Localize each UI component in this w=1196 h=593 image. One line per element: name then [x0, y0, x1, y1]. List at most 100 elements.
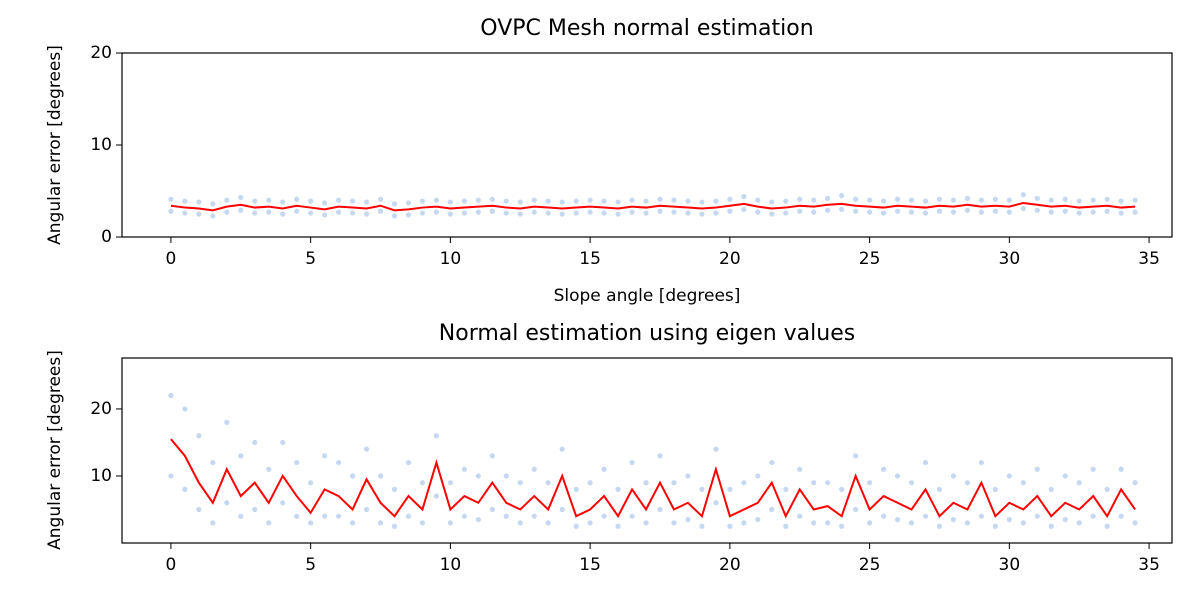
- scatter-point: [713, 446, 719, 452]
- scatter-point: [308, 198, 314, 204]
- scatter-point: [978, 209, 984, 215]
- scatter-point: [615, 211, 621, 217]
- y-axis-label: Angular error [degrees]: [45, 350, 65, 550]
- scatter-point: [335, 459, 342, 466]
- scatter-point: [475, 209, 481, 215]
- scatter-point: [545, 480, 551, 486]
- scatter-point: [1104, 196, 1110, 202]
- scatter-point: [811, 209, 817, 215]
- scatter-point: [517, 199, 523, 205]
- scatter-point: [210, 201, 216, 207]
- scatter-point: [880, 466, 887, 472]
- scatter-point: [308, 520, 314, 526]
- scatter-point: [447, 480, 453, 486]
- scatter-point: [867, 197, 873, 203]
- scatter-point: [685, 516, 691, 523]
- scatter-point: [503, 473, 509, 479]
- scatter-point: [266, 197, 272, 203]
- scatter-point: [867, 209, 873, 215]
- scatter-point: [587, 197, 593, 203]
- scatter-point: [294, 196, 300, 202]
- scatter-point: [769, 459, 775, 466]
- scatter-point: [405, 459, 412, 466]
- scatter-point: [224, 500, 230, 506]
- scatter-point: [867, 520, 873, 526]
- scatter-point: [196, 506, 202, 513]
- y-tick-label: 10: [90, 466, 112, 486]
- scatter-point: [741, 193, 747, 200]
- scatter-point: [1118, 513, 1124, 519]
- scatter-point: [266, 520, 272, 526]
- scatter-point: [964, 480, 971, 486]
- scatter-point: [643, 520, 649, 526]
- scatter-point: [517, 480, 523, 486]
- x-tick-label: 10: [440, 249, 462, 269]
- scatter-point: [978, 513, 984, 519]
- scatter-point: [1006, 516, 1012, 523]
- scatter-point: [950, 516, 957, 523]
- scatter-point: [908, 480, 915, 486]
- scatter-point: [252, 439, 258, 446]
- scatter-point: [252, 198, 258, 204]
- scatter-point: [992, 486, 998, 492]
- scatter-point: [1118, 466, 1124, 472]
- x-tick-label: 15: [579, 249, 601, 269]
- x-tick-label: 35: [1138, 249, 1160, 269]
- scatter-point: [433, 433, 440, 439]
- x-tick-label: 0: [165, 555, 176, 575]
- scatter-point: [573, 523, 579, 529]
- scatter-point: [322, 453, 328, 459]
- scatter-point: [615, 523, 621, 529]
- scatter-point: [1104, 523, 1110, 529]
- scatter-point: [489, 506, 495, 513]
- scatter-point: [545, 198, 551, 204]
- x-tick-label: 10: [440, 555, 462, 575]
- scatter-point: [447, 211, 453, 217]
- scatter-point: [238, 194, 244, 201]
- scatter-point: [1090, 513, 1096, 519]
- x-tick-label: 20: [719, 249, 741, 269]
- scatter-point: [559, 211, 565, 217]
- scatter-point: [685, 473, 691, 479]
- chart-title: Normal estimation using eigen values: [439, 321, 855, 346]
- scatter-point: [1132, 209, 1138, 215]
- scatter-point: [950, 197, 957, 203]
- scatter-point: [587, 480, 593, 486]
- scatter-point: [238, 207, 244, 213]
- scatter-point: [1118, 210, 1124, 216]
- y-tick-label: 20: [90, 43, 112, 63]
- scatter-point: [1132, 197, 1138, 203]
- scatter-point: [210, 459, 216, 466]
- scatter-point: [811, 480, 817, 486]
- scatter-point: [461, 210, 467, 216]
- scatter-point: [363, 211, 370, 217]
- scatter-point: [992, 208, 998, 214]
- scatter-point: [405, 212, 412, 218]
- scatter-point: [405, 200, 412, 206]
- scatter-point: [797, 513, 803, 519]
- scatter-point: [335, 197, 342, 203]
- scatter-point: [769, 211, 775, 217]
- scatter-point: [1048, 486, 1054, 492]
- scatter-point: [1048, 523, 1054, 529]
- scatter-point: [880, 210, 887, 216]
- scatter-point: [797, 208, 803, 214]
- scatter-point: [559, 506, 565, 513]
- scatter-point: [839, 206, 845, 212]
- scatter-point: [475, 516, 481, 523]
- scatter-point: [657, 196, 663, 202]
- scatter-point: [601, 513, 607, 519]
- scatter-point: [489, 196, 495, 202]
- scatter-point: [671, 480, 677, 486]
- scatter-point: [713, 210, 719, 216]
- scatter-point: [601, 198, 607, 204]
- scatter-point: [322, 513, 328, 519]
- scatter-point: [992, 196, 998, 202]
- scatter-point: [461, 466, 467, 472]
- scatter-point: [755, 197, 761, 203]
- x-tick-label: 0: [165, 249, 176, 269]
- scatter-point: [1090, 197, 1096, 203]
- scatter-point: [531, 197, 537, 203]
- scatter-point: [294, 208, 300, 214]
- scatter-point: [545, 210, 551, 216]
